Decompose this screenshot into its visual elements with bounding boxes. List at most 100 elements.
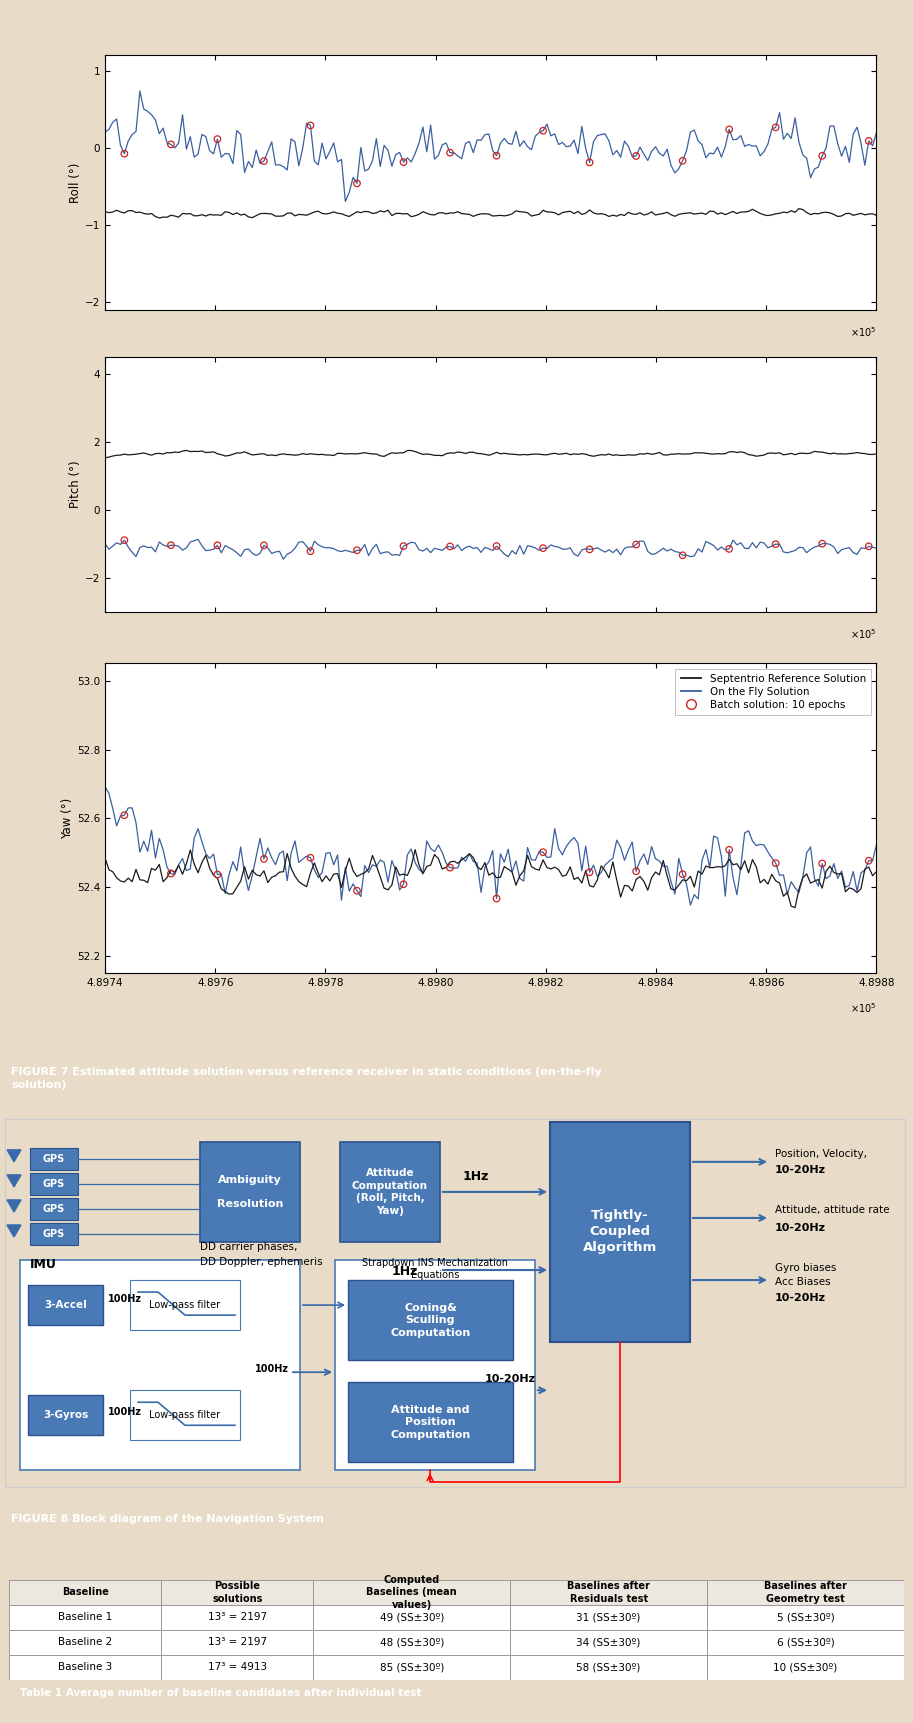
Text: IMU: IMU (30, 1258, 57, 1272)
Text: 10-20Hz: 10-20Hz (775, 1292, 826, 1303)
Point (815, 141, 830, 169)
Bar (162, 1606, 313, 1630)
Point (862, 532, 876, 560)
Text: 100Hz: 100Hz (108, 1294, 142, 1304)
Text: Attitude and
Position
Computation: Attitude and Position Computation (391, 1404, 470, 1440)
Point (815, 849, 830, 877)
Bar (707, 1580, 904, 1606)
Point (350, 877, 364, 905)
Point (815, 531, 830, 558)
Text: Low-pass filter: Low-pass filter (150, 1301, 221, 1309)
Bar (130, 1280, 240, 1330)
Text: 6 (SS±30º): 6 (SS±30º) (777, 1637, 834, 1647)
Text: Low-pass filter: Low-pass filter (150, 1409, 221, 1420)
Point (350, 536, 364, 563)
FancyBboxPatch shape (28, 1285, 103, 1325)
Text: Gyro biases: Gyro biases (775, 1263, 836, 1273)
Bar (9, 1580, 162, 1606)
Point (163, 860, 178, 887)
Text: Strapdown INS Mechanization: Strapdown INS Mechanization (362, 1258, 508, 1268)
Point (582, 148, 597, 176)
Point (536, 117, 551, 145)
Point (582, 858, 597, 886)
FancyBboxPatch shape (30, 1148, 78, 1170)
Text: $\times 10^5$: $\times 10^5$ (850, 627, 876, 641)
Text: 3-Gyros: 3-Gyros (43, 1409, 89, 1420)
Bar (162, 1654, 313, 1680)
Text: GPS: GPS (43, 1204, 65, 1215)
Bar (9, 1630, 162, 1654)
Bar (335, 1260, 535, 1470)
Point (489, 141, 504, 169)
Point (582, 536, 597, 563)
Text: GPS: GPS (43, 1154, 65, 1163)
Polygon shape (7, 1175, 21, 1187)
Text: Attitude
Computation
(Roll, Pitch,
Yaw): Attitude Computation (Roll, Pitch, Yaw) (352, 1168, 428, 1215)
Point (117, 140, 131, 167)
Text: DD carrier phases,: DD carrier phases, (200, 1242, 298, 1253)
Bar (162, 1630, 313, 1654)
Point (536, 534, 551, 562)
Bar (20, 1260, 300, 1470)
Point (210, 862, 225, 889)
Text: Acc Biases: Acc Biases (775, 1277, 831, 1287)
Text: Position, Velocity,: Position, Velocity, (775, 1149, 867, 1160)
Text: 100Hz: 100Hz (108, 1408, 142, 1418)
Legend: Septentrio Reference Solution, On the Fly Solution, Batch solution: 10 epochs: Septentrio Reference Solution, On the Fl… (676, 669, 871, 715)
FancyBboxPatch shape (30, 1197, 78, 1220)
Bar (510, 1580, 707, 1606)
FancyBboxPatch shape (550, 1122, 690, 1342)
Point (210, 531, 225, 558)
Text: Baselines after
Geometry test: Baselines after Geometry test (764, 1582, 847, 1604)
Text: 10 (SS±30º): 10 (SS±30º) (773, 1663, 837, 1673)
Text: Equations: Equations (411, 1270, 459, 1280)
Text: 48 (SS±30º): 48 (SS±30º) (380, 1637, 444, 1647)
Text: 10-20Hz: 10-20Hz (775, 1165, 826, 1175)
Y-axis label: Pitch (°): Pitch (°) (69, 460, 82, 508)
Point (722, 836, 737, 863)
Bar (510, 1654, 707, 1680)
Text: 17³ = 4913: 17³ = 4913 (208, 1663, 267, 1673)
Bar (707, 1606, 904, 1630)
Bar (707, 1630, 904, 1654)
Point (163, 531, 178, 558)
Point (536, 839, 551, 867)
Text: 10-20Hz: 10-20Hz (485, 1375, 536, 1384)
Point (629, 531, 644, 558)
Bar (510, 1606, 707, 1630)
Point (676, 541, 690, 569)
FancyBboxPatch shape (200, 1142, 300, 1242)
Text: Computed
Baselines (mean
values): Computed Baselines (mean values) (366, 1575, 457, 1609)
Point (117, 527, 131, 555)
Text: GPS: GPS (43, 1228, 65, 1239)
Bar (510, 1630, 707, 1654)
Point (117, 801, 131, 829)
Point (862, 128, 876, 155)
Text: DD Doppler, ephemeris: DD Doppler, ephemeris (200, 1258, 322, 1266)
Polygon shape (7, 1199, 21, 1211)
Text: Ambiguity

Resolution: Ambiguity Resolution (216, 1175, 283, 1210)
Point (443, 532, 457, 560)
FancyBboxPatch shape (28, 1396, 103, 1435)
Bar (162, 1580, 313, 1606)
Y-axis label: Roll (°): Roll (°) (69, 162, 82, 203)
Text: Possible
solutions: Possible solutions (212, 1582, 262, 1604)
Point (629, 858, 644, 886)
Point (676, 860, 690, 887)
Point (443, 140, 457, 167)
Text: 10-20Hz: 10-20Hz (775, 1223, 826, 1234)
Text: FIGURE 8 Block diagram of the Navigation System: FIGURE 8 Block diagram of the Navigation… (11, 1515, 324, 1523)
Point (722, 115, 737, 143)
Point (257, 148, 271, 176)
Point (396, 532, 411, 560)
Point (722, 536, 737, 563)
Text: Coning&
Sculling
Computation: Coning& Sculling Computation (391, 1303, 470, 1337)
Text: Baseline 3: Baseline 3 (58, 1663, 112, 1673)
Text: Baseline: Baseline (62, 1587, 109, 1597)
Point (210, 126, 225, 153)
Text: 3-Accel: 3-Accel (44, 1301, 87, 1309)
Point (676, 146, 690, 174)
Text: 49 (SS±30º): 49 (SS±30º) (380, 1613, 444, 1623)
Polygon shape (7, 1149, 21, 1161)
Text: 58 (SS±30º): 58 (SS±30º) (576, 1663, 641, 1673)
